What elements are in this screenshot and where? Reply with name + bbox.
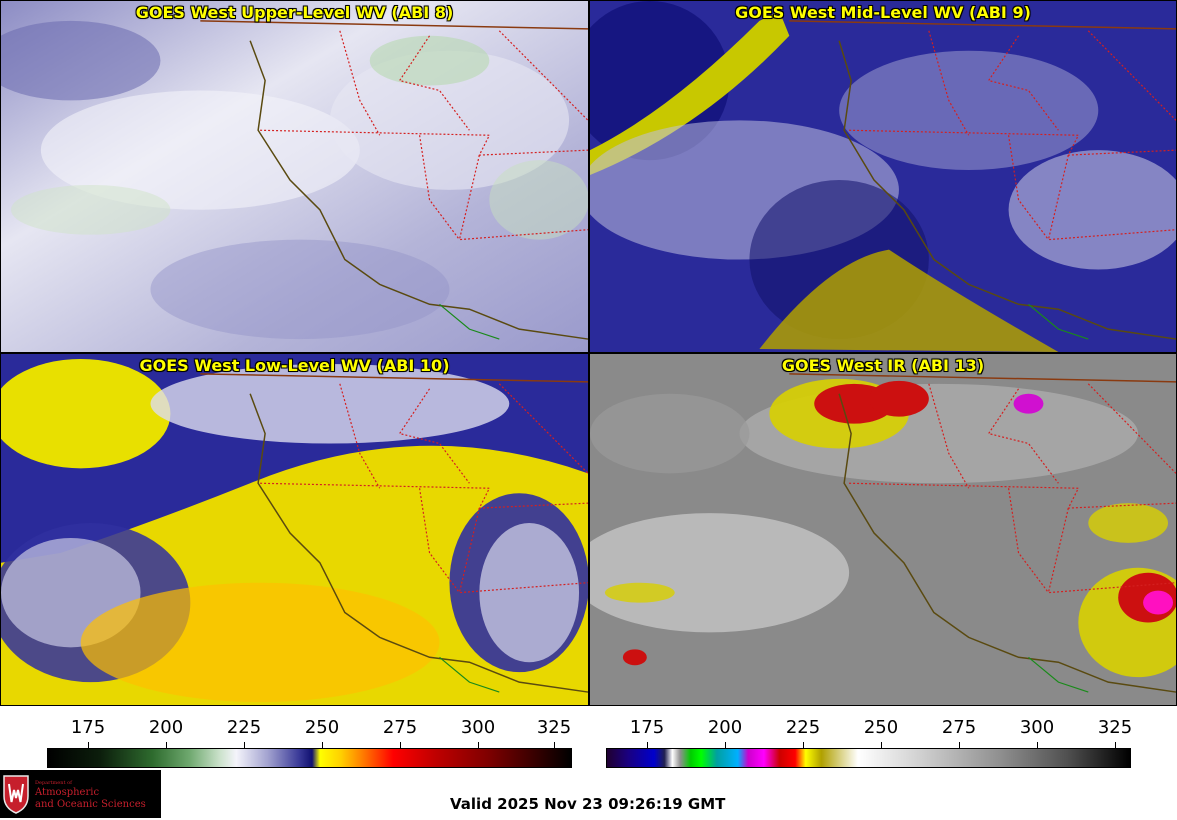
panel-title: GOES West Low-Level WV (ABI 10) — [139, 356, 450, 375]
tick-label: 200 — [148, 717, 184, 738]
panel-low-level-wv: GOES West Low-Level WV (ABI 10) — [0, 353, 589, 706]
tick-mark — [959, 742, 960, 748]
tick-mark — [881, 742, 882, 748]
colorbar-ticks: 175 200 225 250 275 300 325 — [606, 708, 1133, 748]
colorbar-gradient — [47, 748, 572, 768]
colorbar-ticks: 175 200 225 250 275 300 325 — [47, 708, 572, 748]
tick-label: 200 — [707, 717, 743, 738]
tick-label: 325 — [1097, 717, 1133, 738]
panel-ir: GOES West IR (ABI 13) — [589, 353, 1177, 706]
logo-department-text: Department of — [35, 780, 72, 786]
panel-title: GOES West Mid-Level WV (ABI 9) — [735, 3, 1031, 22]
colorbar-wv: 175 200 225 250 275 300 325 — [47, 708, 572, 770]
panel-title: GOES West Upper-Level WV (ABI 8) — [135, 3, 454, 22]
colorbar-gradient — [606, 748, 1131, 768]
tick-mark — [400, 742, 401, 748]
tick-label: 325 — [536, 717, 572, 738]
tick-mark — [322, 742, 323, 748]
tick-mark — [88, 742, 89, 748]
valid-time: Valid 2025 Nov 23 09:26:19 GMT — [450, 795, 726, 813]
mid-level-wv-image — [590, 1, 1176, 352]
tick-mark — [166, 742, 167, 748]
tick-label: 225 — [226, 717, 262, 738]
low-level-wv-image — [1, 354, 588, 705]
tick-label: 250 — [863, 717, 899, 738]
tick-label: 225 — [785, 717, 821, 738]
tick-mark — [478, 742, 479, 748]
tick-mark — [647, 742, 648, 748]
upper-level-wv-image — [1, 1, 588, 352]
tick-mark — [244, 742, 245, 748]
panel-upper-level-wv: GOES West Upper-Level WV (ABI 8) — [0, 0, 589, 353]
uw-crest-icon — [3, 775, 29, 814]
panel-title: GOES West IR (ABI 13) — [781, 356, 985, 375]
tick-mark — [554, 742, 555, 748]
tick-label: 300 — [460, 717, 496, 738]
aos-logo: Department of Atmospheric and Oceanic Sc… — [0, 770, 161, 818]
tick-label: 250 — [304, 717, 340, 738]
tick-mark — [1037, 742, 1038, 748]
tick-mark — [1115, 742, 1116, 748]
tick-label: 175 — [70, 717, 106, 738]
tick-label: 175 — [629, 717, 665, 738]
colorbar-ir: 175 200 225 250 275 300 325 — [606, 708, 1133, 770]
logo-line-1: Atmospheric — [35, 787, 100, 798]
ir-image — [590, 354, 1176, 705]
tick-mark — [803, 742, 804, 748]
tick-label: 275 — [941, 717, 977, 738]
tick-mark — [725, 742, 726, 748]
panel-mid-level-wv: GOES West Mid-Level WV (ABI 9) — [589, 0, 1177, 353]
logo-line-2: and Oceanic Sciences — [35, 799, 146, 810]
tick-label: 275 — [382, 717, 418, 738]
tick-label: 300 — [1019, 717, 1055, 738]
